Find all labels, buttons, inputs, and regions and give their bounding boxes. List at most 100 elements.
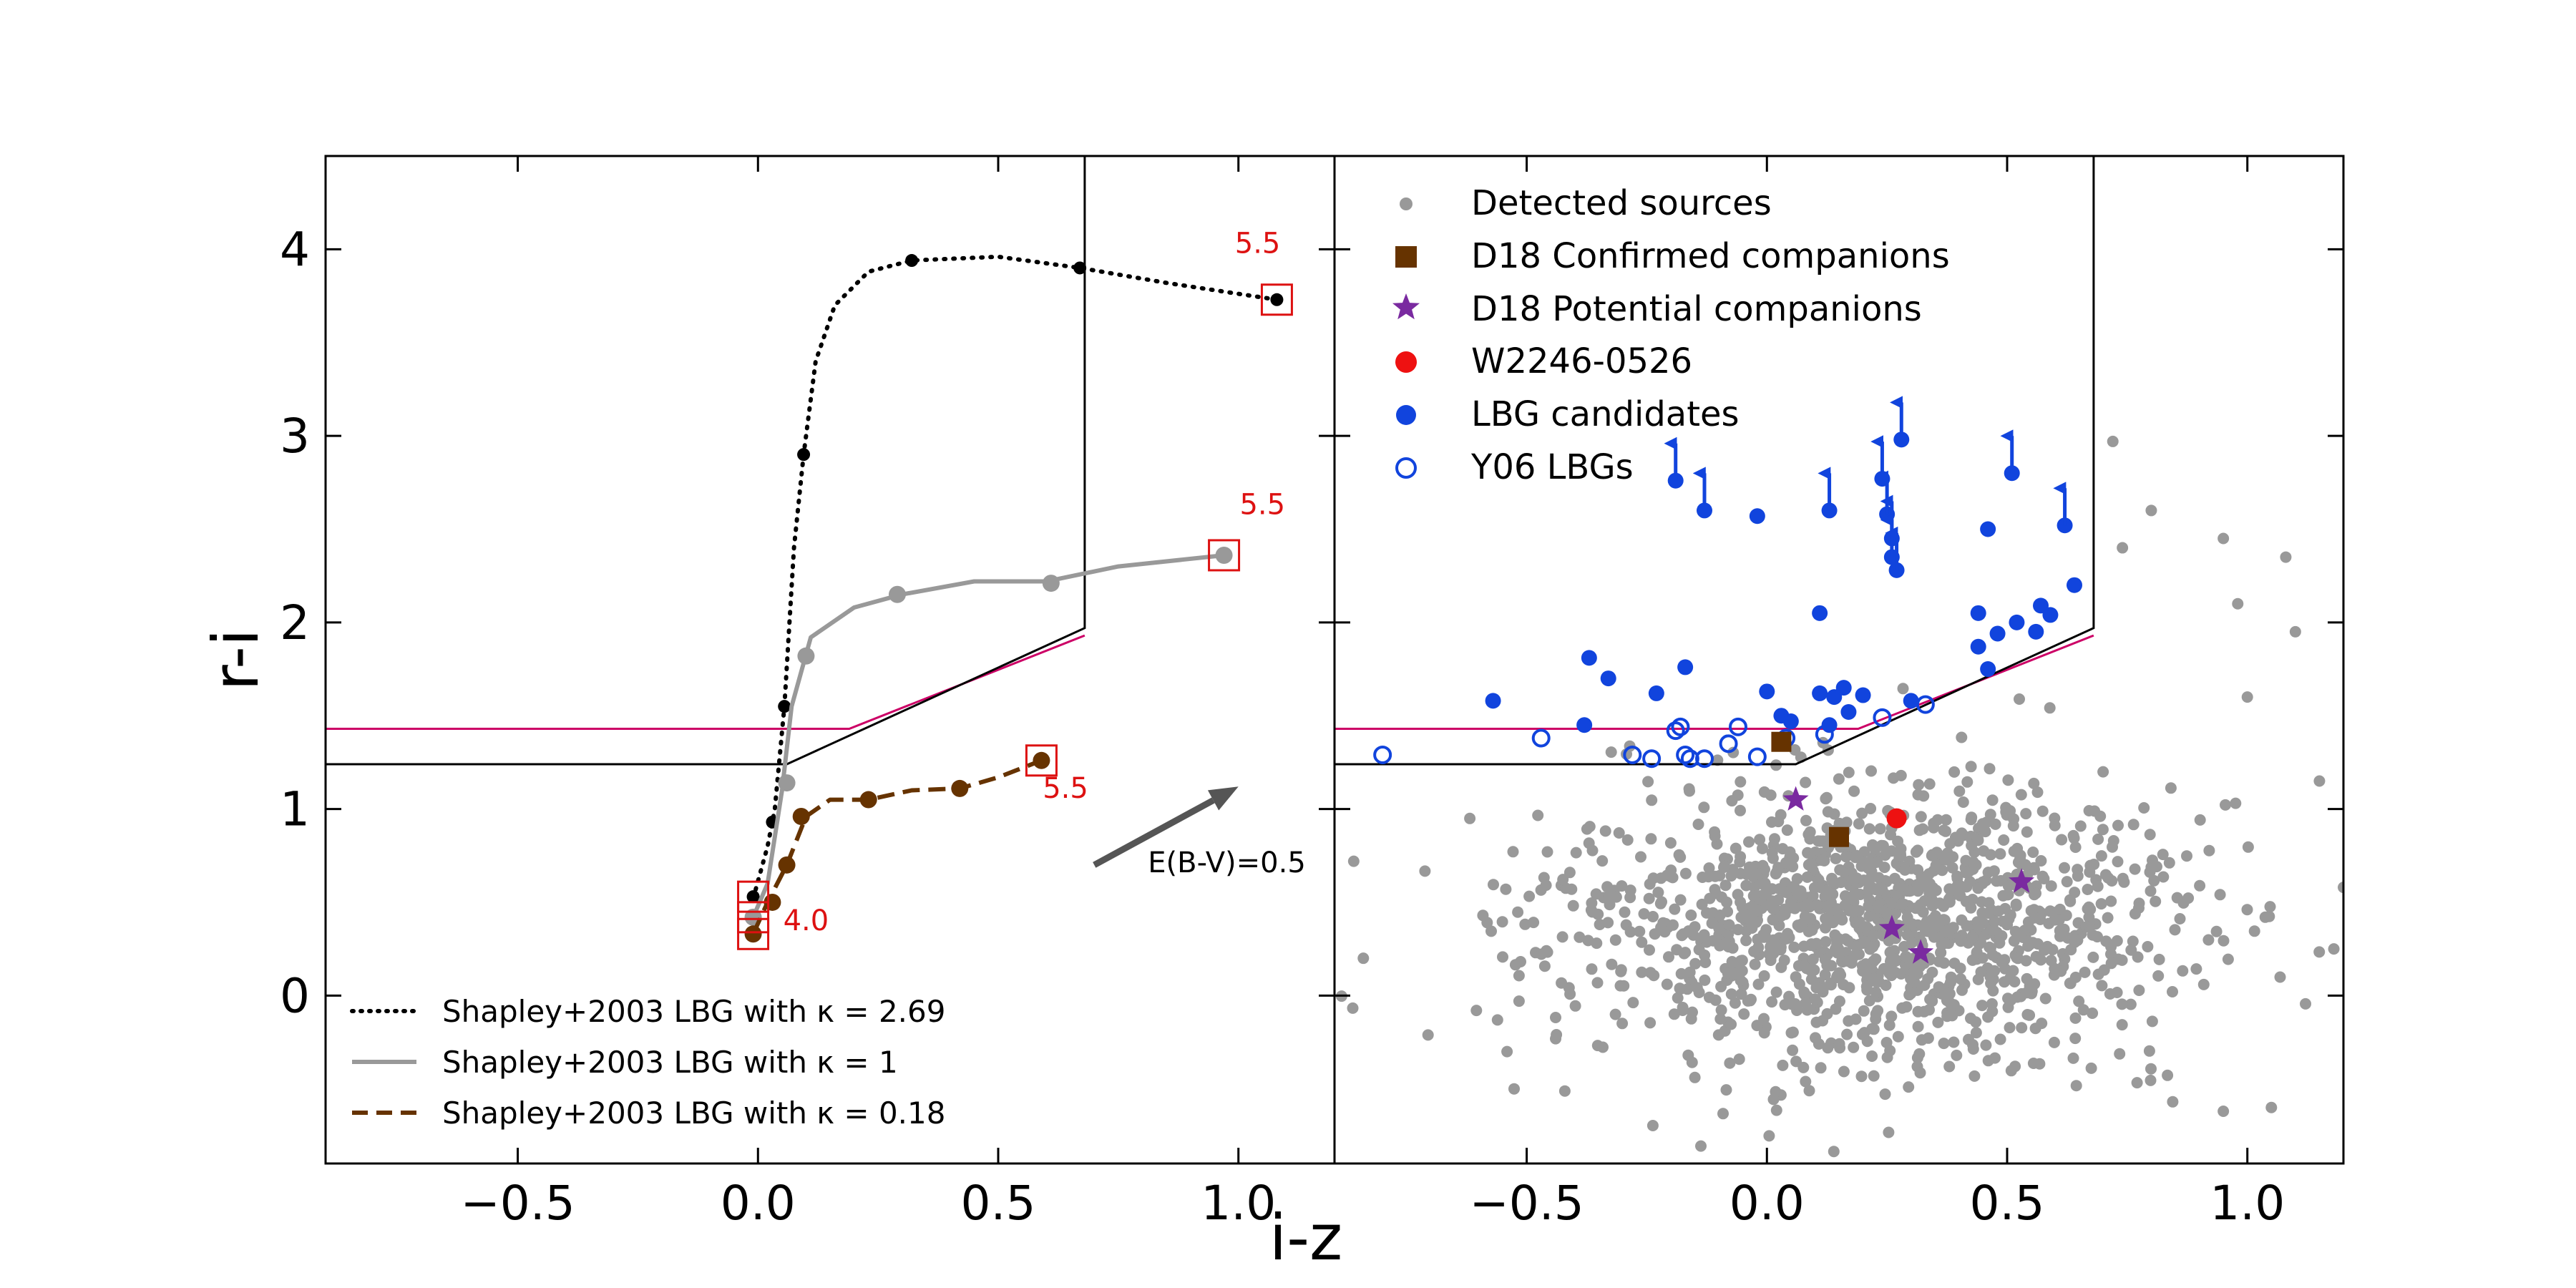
detected-source-point <box>2153 953 2165 965</box>
detected-source-point <box>1771 866 1783 878</box>
lbg-candidate-point <box>2067 577 2082 593</box>
detected-source-point <box>1903 885 1916 897</box>
detected-source-point <box>1965 902 1977 914</box>
detected-source-point <box>1951 870 1963 882</box>
detected-source-point <box>1946 1010 1958 1022</box>
x-tick-label: 1.0 <box>2210 1176 2285 1231</box>
detected-source-point <box>1858 1005 1870 1017</box>
detected-source-point <box>1685 909 1697 921</box>
detected-source-point <box>1643 892 1655 904</box>
detected-source-point <box>1674 894 1687 906</box>
redshift-marker-box <box>1025 744 1058 777</box>
detected-source-point <box>2008 935 2020 947</box>
lbg-candidate-point <box>1677 659 1694 675</box>
detected-source-point <box>1613 827 1625 839</box>
detected-source-point <box>2035 855 2047 867</box>
detected-source-point <box>2073 995 2085 1008</box>
track-kappa-2-69-point <box>1270 293 1284 306</box>
legend-label-y06: Y06 LBGs <box>1470 447 1634 487</box>
detected-source-point <box>1996 955 2009 967</box>
detected-source-point <box>1915 811 1927 823</box>
detected-source-point <box>1858 935 1870 947</box>
detected-source-point <box>2002 774 2014 786</box>
detected-source-point <box>2096 980 2108 992</box>
detected-source-point <box>2012 952 2024 965</box>
potential-companion-point <box>2009 868 2035 893</box>
detected-source-point <box>2030 887 2041 899</box>
detected-source-point <box>1766 847 1778 859</box>
detected-source-point <box>1532 809 1544 821</box>
detected-source-point <box>1841 1028 1853 1040</box>
detected-source-point <box>1780 857 1792 869</box>
detected-source-point <box>1865 803 1877 814</box>
detected-source-point <box>1507 846 1519 858</box>
detected-source-point <box>2152 970 2165 982</box>
detected-source-point <box>1989 915 2001 927</box>
y06-lbg-point <box>1373 745 1392 764</box>
redshift-label: 4.0 <box>784 904 829 937</box>
detected-source-point <box>1911 967 1923 980</box>
detected-source-point <box>1926 966 1938 978</box>
detected-source-point <box>2022 916 2034 928</box>
detected-source-point <box>1661 869 1673 882</box>
detected-source-point <box>2054 930 2066 942</box>
detected-source-point <box>1863 823 1875 835</box>
detected-source-point <box>1738 1008 1750 1020</box>
detected-source-point <box>1736 965 1748 977</box>
detected-source-point <box>1722 941 1735 953</box>
detected-source-point <box>1675 967 1687 980</box>
selection-criterion-line <box>326 634 1085 730</box>
reddening-vector-label: E(B-V)=0.5 <box>1148 847 1306 879</box>
detected-source-point <box>2005 994 2017 1006</box>
detected-source-point <box>1646 794 1658 806</box>
track-kappa-2-69-line <box>751 254 1279 901</box>
detected-source-point <box>1704 892 1716 904</box>
detected-source-point <box>2092 880 2104 892</box>
detected-source-point <box>1976 907 1989 919</box>
detected-source-point <box>2218 935 2230 947</box>
detected-source-point <box>1725 1018 1737 1030</box>
redshift-label: 5.5 <box>1235 228 1281 260</box>
detected-source-point <box>1943 893 1955 905</box>
detected-source-point <box>1763 1130 1775 1142</box>
detected-source-point <box>1960 867 1972 879</box>
detected-source-point <box>2021 972 2033 985</box>
legend-marker-potential <box>1392 293 1420 320</box>
left-plot-area: 5.5 5.5 5.5 4.0 E(B-V)=0.5 <box>326 156 1306 950</box>
detected-source-point <box>2095 898 2107 910</box>
track-kappa-1-point <box>1215 546 1233 564</box>
detected-source-point <box>1843 982 1855 994</box>
detected-source-point <box>1757 889 1770 901</box>
detected-source-point <box>1805 857 1817 869</box>
detected-source-point <box>1693 944 1705 956</box>
detected-source-point <box>1724 1057 1736 1069</box>
y06-lbg-point <box>1695 749 1714 769</box>
detected-source-point <box>2162 1069 2174 1081</box>
detected-source-point <box>1956 731 1968 743</box>
detected-source-point <box>1754 834 1766 846</box>
detected-source-point <box>1918 873 1931 885</box>
detected-source-point <box>2049 914 2061 926</box>
detected-source-point <box>1743 836 1755 848</box>
detected-source-point <box>1748 945 1760 957</box>
lbg-candidate-point <box>1759 683 1775 700</box>
detected-source-point <box>1863 900 1875 912</box>
detected-source-point <box>1801 871 1813 883</box>
detected-source-point <box>2092 833 2104 845</box>
detected-source-point <box>1697 931 1709 943</box>
detected-source-point <box>1820 791 1833 804</box>
detected-source-point <box>1968 859 1981 871</box>
detected-source-point <box>1740 935 1752 947</box>
detected-source-point <box>1536 948 1548 960</box>
detected-source-point <box>2014 849 2026 862</box>
detected-source-point <box>1932 1016 1944 1028</box>
detected-source-point <box>1785 998 1797 1010</box>
detected-source-point <box>2143 1045 2155 1057</box>
detected-source-point <box>1464 812 1476 824</box>
detected-source-point <box>1865 872 1877 884</box>
detected-source-point <box>1556 931 1568 943</box>
detected-source-point <box>1870 986 1882 998</box>
detected-source-point <box>1679 867 1692 879</box>
detected-source-point <box>1912 1005 1924 1018</box>
detected-source-point <box>2069 1012 2082 1024</box>
